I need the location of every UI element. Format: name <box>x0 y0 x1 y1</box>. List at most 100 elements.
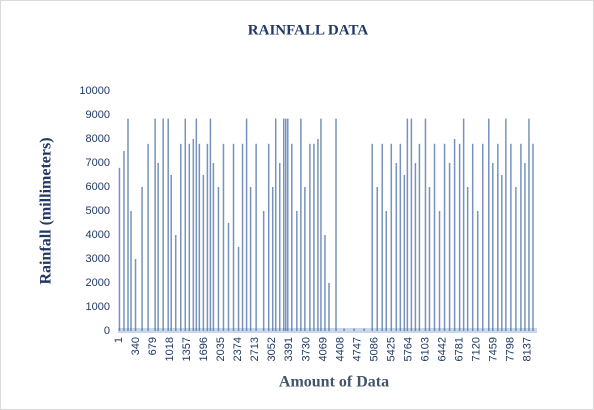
y-tick-label: 6000 <box>86 181 110 193</box>
bar <box>343 328 345 331</box>
x-tick-label: 6781 <box>454 337 466 361</box>
bar <box>390 143 393 331</box>
bar <box>237 247 240 331</box>
y-axis-label: Rainfall (millimeters) <box>38 137 55 284</box>
bar <box>147 143 149 331</box>
x-tick-label: 6442 <box>437 337 449 361</box>
bar <box>123 151 125 331</box>
bar <box>320 118 322 331</box>
x-tick-label: 3730 <box>300 337 312 361</box>
bar <box>381 143 383 331</box>
x-tick-label: 1696 <box>198 337 210 361</box>
y-tick-label: 5000 <box>86 205 110 217</box>
bar <box>453 139 456 331</box>
bar <box>438 211 441 331</box>
bar <box>245 118 248 331</box>
chart-title: RAINFALL DATA <box>248 22 369 38</box>
bar <box>424 118 427 331</box>
bar <box>410 118 413 331</box>
bar <box>317 139 319 331</box>
bar <box>262 211 265 331</box>
bar <box>406 118 409 331</box>
bar <box>192 139 195 331</box>
bar <box>403 175 406 331</box>
bar <box>371 143 373 331</box>
x-tick-label: 2713 <box>249 337 261 361</box>
y-tick-label: 7000 <box>86 157 110 169</box>
bar <box>433 143 436 331</box>
x-tick-label: 5425 <box>385 337 397 361</box>
bar <box>505 118 507 331</box>
bar <box>462 118 465 331</box>
bar <box>271 187 274 331</box>
x-tick-label: 7120 <box>471 337 483 361</box>
bar <box>212 163 215 331</box>
bar <box>376 187 378 331</box>
bar <box>476 211 479 331</box>
x-tick-label: 679 <box>147 337 159 355</box>
bar <box>428 187 431 331</box>
bar <box>174 235 177 331</box>
x-tick-label: 2374 <box>232 337 244 361</box>
bar <box>157 163 159 331</box>
bar <box>414 163 417 331</box>
bar <box>335 118 337 331</box>
bar <box>222 143 225 331</box>
bar <box>324 235 326 331</box>
bar <box>206 143 209 331</box>
bar <box>227 223 230 331</box>
bar <box>285 118 287 331</box>
bar <box>488 118 490 331</box>
bar <box>296 211 298 331</box>
bar <box>180 143 182 331</box>
bar <box>154 118 156 331</box>
bar <box>167 118 169 331</box>
bar <box>515 187 517 331</box>
bar <box>118 167 121 331</box>
bar <box>443 143 446 331</box>
y-tick-label: 4000 <box>86 229 110 241</box>
bar <box>184 118 187 331</box>
x-tick-label: 2035 <box>215 337 227 361</box>
bar <box>492 163 494 331</box>
x-tick-label: 1018 <box>164 337 176 361</box>
bar <box>287 118 289 331</box>
y-tick-label: 1000 <box>86 301 110 313</box>
bar <box>291 143 293 331</box>
x-tick-label: 8137 <box>522 337 534 361</box>
bar <box>458 143 461 331</box>
baseline-band <box>118 328 537 333</box>
y-tick-label: 10000 <box>79 85 110 97</box>
bar <box>497 143 499 331</box>
bar <box>241 143 244 331</box>
bar <box>278 163 281 331</box>
bar <box>209 118 212 331</box>
x-tick-label: 7798 <box>505 337 517 361</box>
bar <box>309 143 311 331</box>
x-tick-label: 1357 <box>181 337 193 361</box>
bar <box>195 118 198 331</box>
bar <box>217 187 220 331</box>
bar <box>471 143 474 331</box>
x-tick-label: 1 <box>113 337 125 343</box>
bar <box>481 143 484 331</box>
x-tick-label: 4408 <box>334 337 346 361</box>
y-tick-label: 2000 <box>86 277 110 289</box>
bar <box>304 187 306 331</box>
bar <box>127 118 129 331</box>
bar <box>162 118 164 331</box>
bar <box>328 283 330 331</box>
bar <box>524 163 526 331</box>
x-tick-label: 340 <box>130 337 142 355</box>
x-tick-label: 4069 <box>317 337 329 361</box>
x-tick-label: 5764 <box>402 337 414 361</box>
x-tick-label: 3052 <box>266 337 278 361</box>
bar <box>134 259 137 331</box>
x-tick-label: 3391 <box>283 337 295 361</box>
bar <box>274 118 277 331</box>
y-tick-label: 3000 <box>86 253 110 265</box>
bar <box>188 143 191 331</box>
bar <box>399 143 402 331</box>
